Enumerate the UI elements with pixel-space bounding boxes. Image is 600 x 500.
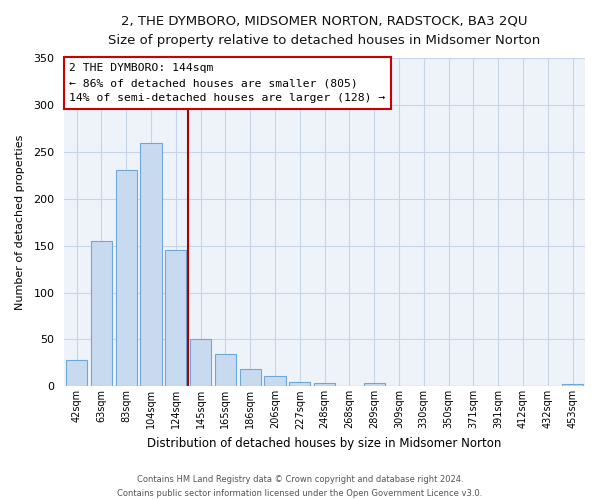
Title: 2, THE DYMBORO, MIDSOMER NORTON, RADSTOCK, BA3 2QU
Size of property relative to : 2, THE DYMBORO, MIDSOMER NORTON, RADSTOC… (109, 15, 541, 47)
Bar (66, 360, 87, 386)
Bar (289, 382, 310, 386)
Text: 2 THE DYMBORO: 144sqm
← 86% of detached houses are smaller (805)
14% of semi-det: 2 THE DYMBORO: 144sqm ← 86% of detached … (70, 63, 386, 103)
Bar (364, 382, 385, 386)
Bar (116, 170, 137, 386)
Bar (91, 241, 112, 386)
Text: Contains HM Land Registry data © Crown copyright and database right 2024.
Contai: Contains HM Land Registry data © Crown c… (118, 476, 482, 498)
Bar (190, 340, 211, 386)
Bar (215, 354, 236, 386)
Bar (314, 382, 335, 386)
Bar (265, 376, 286, 386)
Bar (562, 384, 583, 386)
Bar (239, 370, 261, 386)
Bar (165, 250, 187, 386)
Y-axis label: Number of detached properties: Number of detached properties (15, 134, 25, 310)
X-axis label: Distribution of detached houses by size in Midsomer Norton: Distribution of detached houses by size … (148, 437, 502, 450)
Bar (140, 144, 161, 386)
